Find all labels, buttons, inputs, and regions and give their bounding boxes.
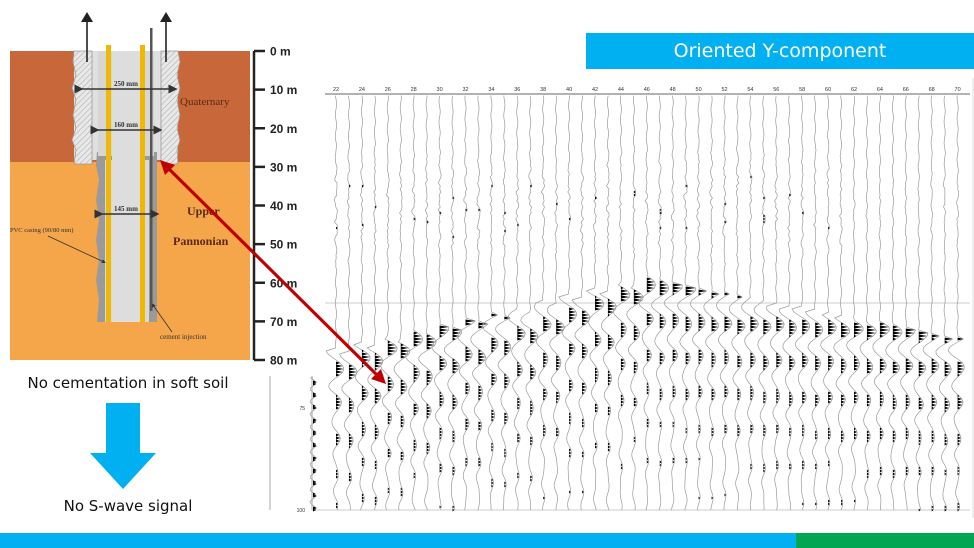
- caption-no-cementation: No cementation in soft soil: [27, 374, 229, 392]
- trace-label: 36: [514, 87, 520, 93]
- trace-label: 50: [696, 87, 702, 93]
- axis-label-75: 75: [299, 406, 305, 412]
- trace-label: 22: [333, 87, 339, 93]
- trace-label: 60: [825, 87, 831, 93]
- dim-outer: 250 mm: [114, 80, 138, 88]
- dim-inner: 160 mm: [114, 121, 138, 129]
- trace-label: 58: [799, 87, 805, 93]
- cement-injection-pipe: [150, 28, 153, 311]
- trace-label: 30: [437, 87, 443, 93]
- trace-label: 52: [721, 87, 727, 93]
- up-arrow-icon: [81, 12, 93, 22]
- red-arrow-head-icon: [371, 369, 386, 384]
- trace-label: 70: [955, 87, 961, 93]
- footer-bar-blue: [0, 533, 796, 548]
- trace-label: 46: [644, 87, 650, 93]
- label-quaternary: Quaternary: [180, 96, 230, 108]
- cement-injection-label: cement injection: [160, 333, 207, 341]
- slide-title: Oriented Y-component: [586, 33, 974, 69]
- trace-label: 56: [773, 87, 779, 93]
- trace-label: 38: [540, 87, 546, 93]
- depth-scale: 0 m10 m20 m30 m40 m50 m60 m70 m80 m: [252, 45, 297, 368]
- trace-label: 24: [359, 87, 365, 93]
- seismic-section: 75 100 22 24 26 28 30 32 34 36 38 40 42 44 46 48 50 52 5…: [269, 78, 974, 518]
- trace-label: 64: [877, 87, 883, 93]
- trace-label: 26: [385, 87, 391, 93]
- pvc-casing-right: [140, 45, 145, 322]
- red-arrow-head-icon: [160, 160, 175, 175]
- depth-label: 10 m: [270, 83, 297, 97]
- depth-label: 50 m: [270, 238, 297, 252]
- depth-label: 20 m: [270, 122, 297, 136]
- trace-label: 48: [670, 87, 676, 93]
- caption-no-s-wave: No S-wave signal: [63, 497, 193, 515]
- pvc-casing-label: PVC casing (90/80 mm): [10, 227, 73, 234]
- down-arrow-icon: [90, 403, 156, 489]
- trace-label: 44: [618, 87, 624, 93]
- trace-label: 32: [462, 87, 468, 93]
- trace-label: 54: [747, 87, 753, 93]
- borehole-diagram: 250 mm 160 mm 145 mm Quaternary Upper Pa…: [10, 12, 297, 368]
- label-pannonian: Pannonian: [173, 234, 229, 248]
- depth-label: 80 m: [270, 354, 297, 368]
- axis-label-100: 100: [297, 508, 306, 514]
- depth-label: 40 m: [270, 199, 297, 213]
- trace-label: 34: [488, 87, 494, 93]
- up-arrow-icon: [160, 12, 172, 22]
- depth-label: 0 m: [270, 45, 291, 59]
- dim-lower: 145 mm: [114, 205, 138, 213]
- depth-label: 70 m: [270, 315, 297, 329]
- label-upper: Upper: [187, 204, 220, 218]
- trace-label: 28: [411, 87, 417, 93]
- trace-label: 40: [566, 87, 572, 93]
- depth-label: 30 m: [270, 160, 297, 174]
- trace-label: 66: [903, 87, 909, 93]
- footer-bar-green: [796, 533, 974, 548]
- pvc-casing-left: [106, 45, 111, 322]
- trace-label: 68: [929, 87, 935, 93]
- trace-label: 62: [851, 87, 857, 93]
- trace-label: 42: [592, 87, 598, 93]
